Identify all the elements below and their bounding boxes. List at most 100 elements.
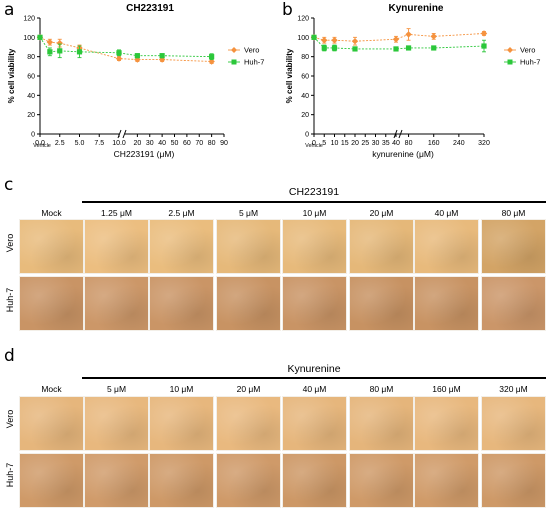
chart-kynurenine-viability: Kynurenine % cell viability kynurenine (… — [285, 3, 540, 159]
row-label-vero: Vero — [5, 409, 15, 429]
data-point — [115, 55, 123, 62]
col-label: 1.25 μM — [101, 208, 132, 218]
col-label: 5 μM — [238, 208, 259, 218]
col-label: 320 μM — [499, 384, 528, 394]
micrograph-huh7-1 — [84, 276, 149, 331]
x-tick-label: 20 — [351, 140, 359, 147]
y-tick-label: 100 — [297, 35, 309, 42]
micrograph-vero-4 — [282, 219, 347, 274]
micrograph-vero-2 — [149, 219, 214, 274]
col-label: 160 μM — [432, 384, 461, 394]
col-label-mock: Mock — [41, 208, 62, 218]
micrograph-huh7-2 — [149, 276, 214, 331]
data-point — [331, 45, 338, 51]
data-point — [159, 53, 165, 59]
x-tick-label: 20 — [133, 140, 141, 147]
data-point — [47, 49, 53, 55]
x-tick-label: 35 — [382, 140, 390, 147]
micrograph-huh7-0 — [19, 276, 84, 331]
micrograph-huh7-0 — [19, 453, 84, 508]
col-label: 2.5 μM — [168, 208, 195, 218]
micrograph-vero-0 — [19, 396, 84, 451]
x-tick-label: 80 — [208, 140, 216, 147]
data-point — [481, 43, 487, 49]
x-axis-label: kynurenine (μM) — [372, 149, 434, 159]
panel-label-a: a — [4, 0, 15, 20]
col-label: 80 μM — [369, 384, 394, 394]
data-point — [209, 54, 215, 60]
y-tick-label: 40 — [27, 93, 35, 100]
data-point — [321, 45, 327, 51]
data-point — [76, 49, 83, 55]
y-axis-label: % cell viability — [285, 48, 294, 103]
x-tick-label: 5 — [322, 140, 326, 147]
data-point — [352, 46, 358, 52]
x-tick-label: 0.0 — [35, 140, 45, 147]
y-tick-label: 20 — [301, 112, 309, 119]
row-label-vero: Vero — [5, 233, 15, 253]
col-label: 10 μM — [169, 384, 194, 394]
axis-break-mark — [122, 129, 127, 139]
micrograph-vero-7 — [481, 219, 546, 274]
legend-marker — [507, 47, 513, 53]
data-point — [134, 56, 141, 63]
x-tick-label: 15 — [341, 140, 349, 147]
data-point — [405, 31, 412, 38]
legend-marker — [231, 47, 237, 53]
micrograph-huh7-4 — [282, 453, 347, 508]
data-point — [430, 33, 437, 40]
data-point — [393, 46, 399, 52]
y-tick-label: 0 — [305, 132, 309, 139]
x-tick-label: 50 — [171, 140, 179, 147]
data-point — [392, 36, 400, 43]
micrograph-huh7-1 — [84, 453, 149, 508]
micrograph-huh7-6 — [414, 276, 479, 331]
data-point — [311, 34, 317, 40]
series-line — [39, 37, 212, 58]
data-point — [56, 39, 63, 47]
series-line — [313, 37, 485, 50]
col-label: 10 μM — [302, 208, 327, 218]
micrograph-vero-7 — [481, 396, 546, 451]
x-tick-label: 30 — [372, 140, 380, 147]
micrograph-huh7-3 — [216, 276, 281, 331]
x-tick-label: 80 — [405, 140, 413, 147]
col-label: 20 μM — [369, 208, 394, 218]
micrograph-huh7-2 — [149, 453, 214, 508]
data-point — [351, 38, 359, 45]
data-point — [46, 38, 54, 46]
micrograph-vero-1 — [84, 219, 149, 274]
panel-label-c: c — [4, 175, 14, 195]
data-point — [208, 58, 215, 65]
data-point — [480, 30, 488, 37]
x-tick-label: 40 — [158, 140, 166, 147]
x-tick-label: 60 — [183, 140, 191, 147]
x-tick-label: 240 — [453, 140, 465, 147]
panel-label-d: d — [4, 346, 15, 366]
x-sub-label: Vehicle — [305, 143, 323, 149]
x-tick-label: 30 — [146, 140, 154, 147]
micrograph-vero-1 — [84, 396, 149, 451]
y-tick-label: 120 — [23, 16, 35, 23]
chart-ch223191-viability: CH223191 % cell viability CH223191 (μM) … — [7, 3, 264, 159]
col-label: 5 μM — [106, 384, 127, 394]
x-axis-label: CH223191 (μM) — [114, 149, 175, 159]
y-tick-label: 80 — [27, 54, 35, 61]
legend-label: Huh-7 — [520, 58, 540, 67]
micrograph-huh7-7 — [481, 453, 546, 508]
axis-break-mark — [398, 129, 403, 139]
y-tick-label: 60 — [301, 74, 309, 81]
data-point — [431, 45, 437, 51]
y-tick-label: 40 — [301, 93, 309, 100]
micrograph-vero-6 — [414, 219, 479, 274]
x-sub-label: Vehicle — [33, 143, 51, 149]
data-point — [405, 45, 412, 51]
micrograph-huh7-4 — [282, 276, 347, 331]
data-point — [116, 50, 122, 56]
legend-marker — [231, 59, 237, 65]
group-title: CH223191 — [288, 186, 340, 198]
y-axis-label: % cell viability — [7, 48, 16, 103]
x-tick-label: 5.0 — [75, 140, 85, 147]
micrograph-vero-4 — [282, 396, 347, 451]
